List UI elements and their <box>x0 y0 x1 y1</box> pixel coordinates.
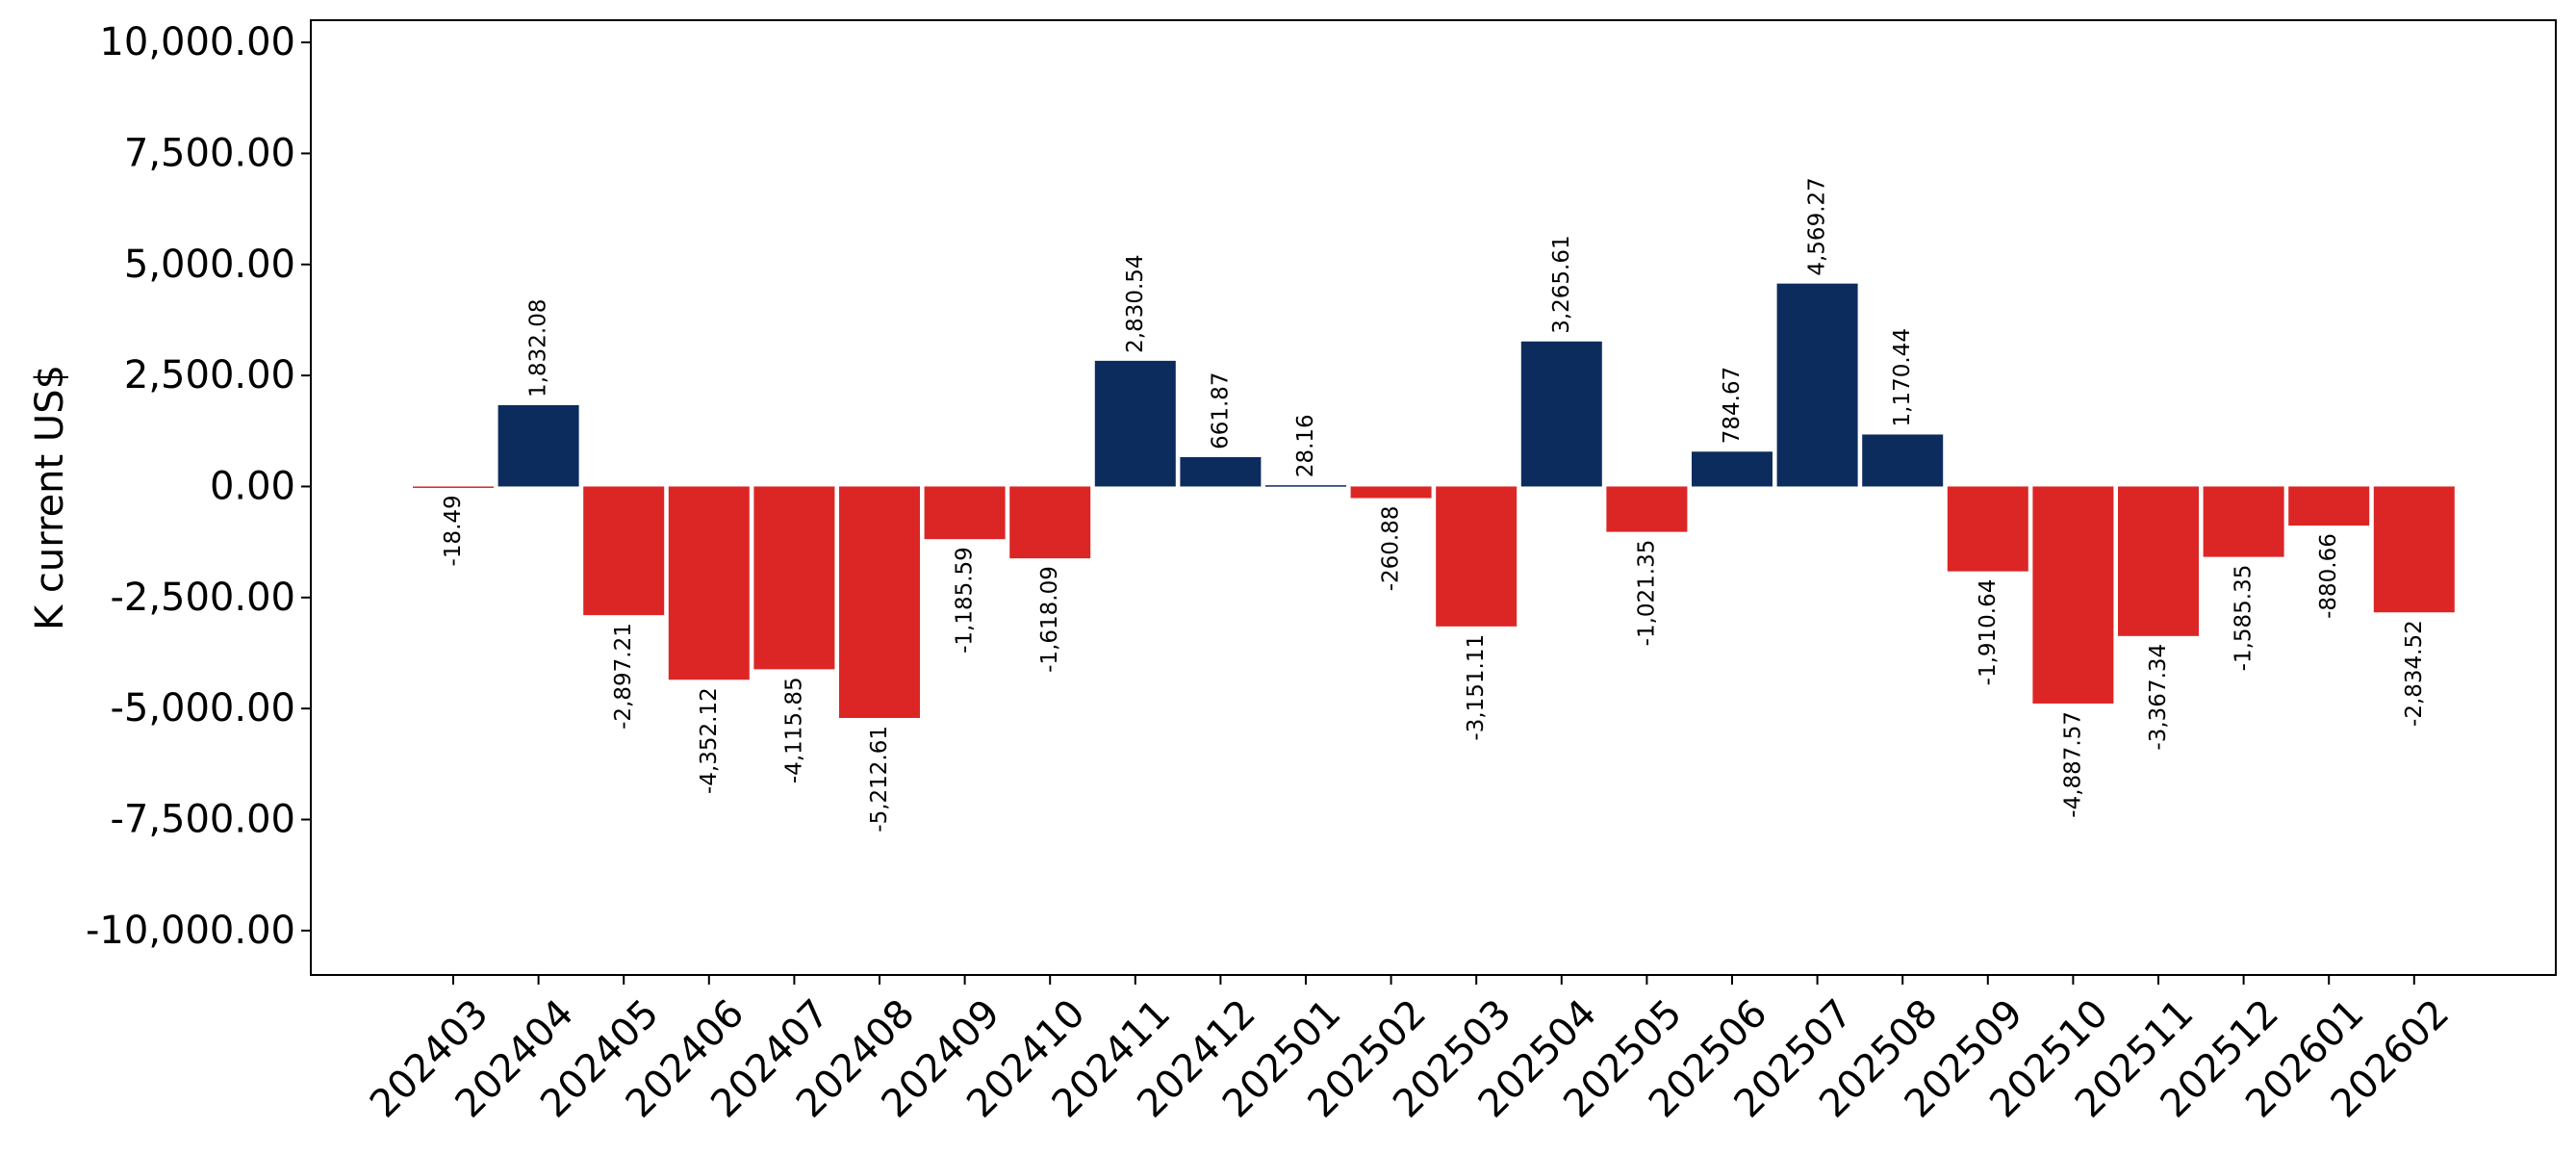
y-tick-label: 2,500.00 <box>124 353 295 397</box>
bar-202511 <box>2118 486 2199 636</box>
value-label-202505: -1,021.35 <box>1634 540 1659 647</box>
bar-202412 <box>1180 456 1262 487</box>
y-tick-label: -7,500.00 <box>110 798 295 842</box>
value-label-202406: -4,352.12 <box>697 687 722 794</box>
bar-202505 <box>1606 486 1688 532</box>
y-axis: 10,000.00 7,500.00 5,000.00 2,500.00 0.00 -2,… <box>86 20 311 953</box>
value-label-202408: -5,212.61 <box>867 726 892 833</box>
value-label-202501: 28.16 <box>1293 414 1318 477</box>
y-tick-label: -10,000.00 <box>86 909 295 953</box>
value-labels-group: -18.49 1,832.08 -2,897.21 -4,352.12 -4,115.8… <box>441 177 2427 832</box>
bar-202408 <box>839 486 920 718</box>
value-label-202411: 2,830.54 <box>1123 254 1148 352</box>
bar-202502 <box>1350 486 1432 499</box>
value-label-202409: -1,185.59 <box>953 547 978 654</box>
y-tick-label: -2,500.00 <box>110 576 295 620</box>
value-label-202504: 3,265.61 <box>1549 235 1574 333</box>
bar-202410 <box>1009 486 1091 559</box>
value-label-202404: 1,832.08 <box>526 299 551 397</box>
bar-202602 <box>2373 486 2455 613</box>
value-label-202405: -2,897.21 <box>611 623 636 730</box>
bar-202404 <box>497 404 579 487</box>
bar-202504 <box>1520 341 1602 487</box>
bar-202501 <box>1265 485 1346 487</box>
value-label-202509: -1,910.64 <box>1976 579 2001 686</box>
value-label-202508: 1,170.44 <box>1890 328 1915 426</box>
y-tick-label: 10,000.00 <box>99 20 295 64</box>
bar-202403 <box>413 486 494 488</box>
bar-202601 <box>2288 486 2370 526</box>
bar-202512 <box>2203 486 2284 557</box>
bar-202405 <box>583 486 665 616</box>
value-label-202510: -4,887.57 <box>2060 711 2085 818</box>
bar-202407 <box>753 486 835 670</box>
value-label-202601: -880.66 <box>2316 533 2341 619</box>
plot-frame <box>310 19 2557 976</box>
value-label-202403: -18.49 <box>441 495 466 566</box>
y-tick-label: 0.00 <box>210 464 295 508</box>
bar-202503 <box>1436 486 1518 627</box>
value-label-202503: -3,151.11 <box>1464 634 1489 741</box>
y-tick-label: 5,000.00 <box>124 243 295 287</box>
y-tick-label: 7,500.00 <box>124 131 295 175</box>
value-label-202407: -4,115.85 <box>781 677 806 783</box>
bar-202510 <box>2032 486 2114 704</box>
bar-202507 <box>1776 283 1858 487</box>
bar-202509 <box>1947 486 2028 572</box>
y-tick-label: -5,000.00 <box>110 686 295 731</box>
bar-202506 <box>1692 451 1773 487</box>
bars-group <box>413 283 2455 718</box>
value-label-202412: 661.87 <box>1208 372 1233 449</box>
value-label-202506: 784.67 <box>1720 367 1745 444</box>
value-label-202502: -260.88 <box>1379 506 1404 592</box>
value-label-202512: -1,585.35 <box>2232 565 2257 672</box>
bar-202411 <box>1094 360 1176 487</box>
y-axis-label: K current US$ <box>28 365 72 630</box>
bar-202508 <box>1862 434 1944 487</box>
bar-202406 <box>668 486 750 680</box>
value-label-202507: 4,569.27 <box>1805 177 1830 275</box>
bar-202409 <box>924 486 1006 540</box>
value-label-202511: -3,367.34 <box>2146 644 2171 751</box>
value-label-202410: -1,618.09 <box>1037 566 1062 673</box>
value-label-202602: -2,834.52 <box>2402 620 2427 727</box>
